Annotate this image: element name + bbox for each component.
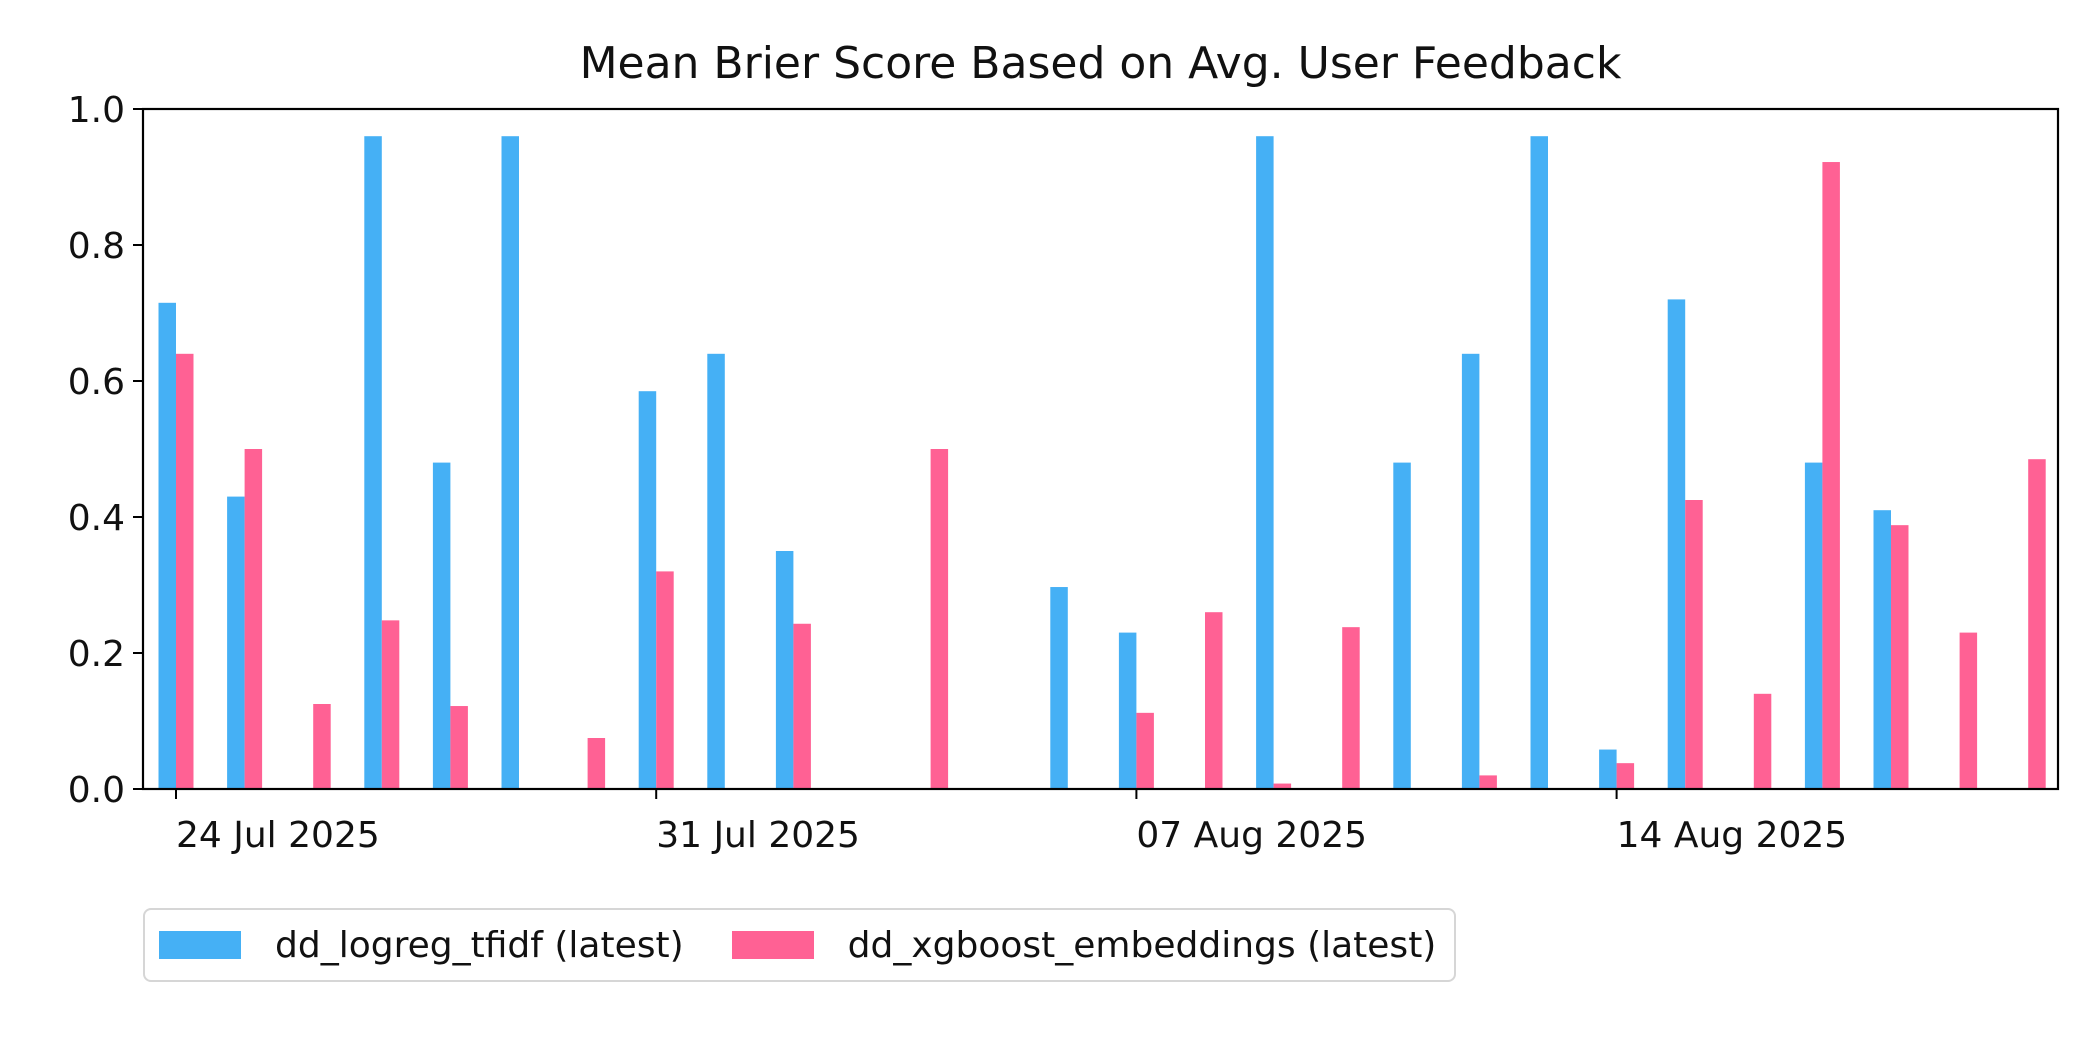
bar-xgboost-2025-08-04 xyxy=(930,449,949,789)
bar-logreg-2025-07-25 xyxy=(227,496,245,789)
bar-xgboost-2025-07-30 xyxy=(587,738,606,789)
legend-item-logreg: dd_logreg_tfidf (latest) xyxy=(159,925,684,966)
bar-logreg-2025-07-27 xyxy=(364,136,382,789)
bar-logreg-2025-08-11 xyxy=(1393,462,1411,789)
legend-label-xgboost: dd_xgboost_embeddings (latest) xyxy=(847,924,1437,966)
bar-xgboost-2025-08-14 xyxy=(1616,763,1635,789)
bar-logreg-2025-07-31 xyxy=(638,391,657,789)
bar-logreg-2025-08-13 xyxy=(1530,136,1548,789)
bar-logreg-2025-08-01 xyxy=(707,353,725,789)
bar-xgboost-2025-08-07 xyxy=(1136,712,1154,789)
bar-logreg-2025-07-28 xyxy=(432,462,451,789)
y-tick-label-2: 0.4 xyxy=(68,498,125,539)
bar-xgboost-2025-08-16 xyxy=(1753,693,1772,789)
legend-swatch-xgboost xyxy=(731,931,814,959)
legend-swatch-logreg xyxy=(159,931,241,959)
bar-xgboost-2025-08-08 xyxy=(1205,612,1223,789)
y-tick-label-1: 0.2 xyxy=(68,634,125,675)
axes-group: 0.0 0.2 0.4 0.6 0.8 1.0 24 Jul 2025 31 Jul 2025… xyxy=(68,90,2060,856)
y-tick-label-4: 0.8 xyxy=(68,226,125,267)
chart-title: Mean Brier Score Based on Avg. User Feed… xyxy=(579,38,1622,89)
bar-xgboost-2025-08-19 xyxy=(1959,632,1978,789)
bar-xgboost-2025-07-26 xyxy=(313,704,331,789)
x-tick-label-0: 24 Jul 2025 xyxy=(176,815,380,856)
bar-logreg-2025-07-24 xyxy=(158,302,176,789)
bar-xgboost-2025-08-02 xyxy=(793,623,811,789)
bar-logreg-2025-08-07 xyxy=(1118,632,1137,789)
y-tick-label-0: 0.0 xyxy=(68,770,125,811)
bar-xgboost-2025-08-10 xyxy=(1342,627,1360,789)
legend-label-logreg: dd_logreg_tfidf (latest) xyxy=(275,924,684,966)
legend: dd_logreg_tfidf (latest) dd_xgboost_embe… xyxy=(143,908,1457,982)
bar-xgboost-2025-07-27 xyxy=(381,620,400,789)
bar-logreg-2025-08-17 xyxy=(1804,462,1823,789)
bar-xgboost-2025-07-25 xyxy=(244,449,263,789)
bar-xgboost-2025-08-17 xyxy=(1822,162,1840,790)
legend-item-xgboost: dd_xgboost_embeddings (latest) xyxy=(731,924,1437,966)
bar-logreg-2025-08-02 xyxy=(775,551,794,789)
bar-logreg-2025-08-14 xyxy=(1599,749,1617,789)
bar-logreg-2025-08-09 xyxy=(1256,136,1274,789)
bar-logreg-2025-08-06 xyxy=(1050,587,1068,789)
bar-xgboost-2025-08-20 xyxy=(2028,459,2046,789)
y-tick-label-3: 0.6 xyxy=(68,362,125,403)
bar-logreg-2025-08-12 xyxy=(1461,353,1480,789)
bars-group xyxy=(158,136,2046,790)
bar-xgboost-2025-08-18 xyxy=(1891,525,1909,789)
bar-xgboost-2025-07-28 xyxy=(450,706,468,789)
bar-logreg-2025-07-29 xyxy=(501,136,519,789)
x-tick-label-3: 14 Aug 2025 xyxy=(1617,815,1848,856)
bar-xgboost-2025-07-24 xyxy=(176,353,194,789)
bar-logreg-2025-08-18 xyxy=(1873,510,1891,789)
bar-xgboost-2025-08-15 xyxy=(1685,500,1703,789)
bar-xgboost-2025-08-09 xyxy=(1273,783,1292,789)
y-tick-label-5: 1.0 xyxy=(68,90,125,131)
bar-xgboost-2025-07-31 xyxy=(656,571,674,789)
bar-logreg-2025-08-15 xyxy=(1667,299,1686,789)
x-tick-label-2: 07 Aug 2025 xyxy=(1136,815,1367,856)
plot-frame xyxy=(141,107,2060,791)
x-tick-label-1: 31 Jul 2025 xyxy=(656,815,860,856)
bar-xgboost-2025-08-12 xyxy=(1479,775,1497,789)
